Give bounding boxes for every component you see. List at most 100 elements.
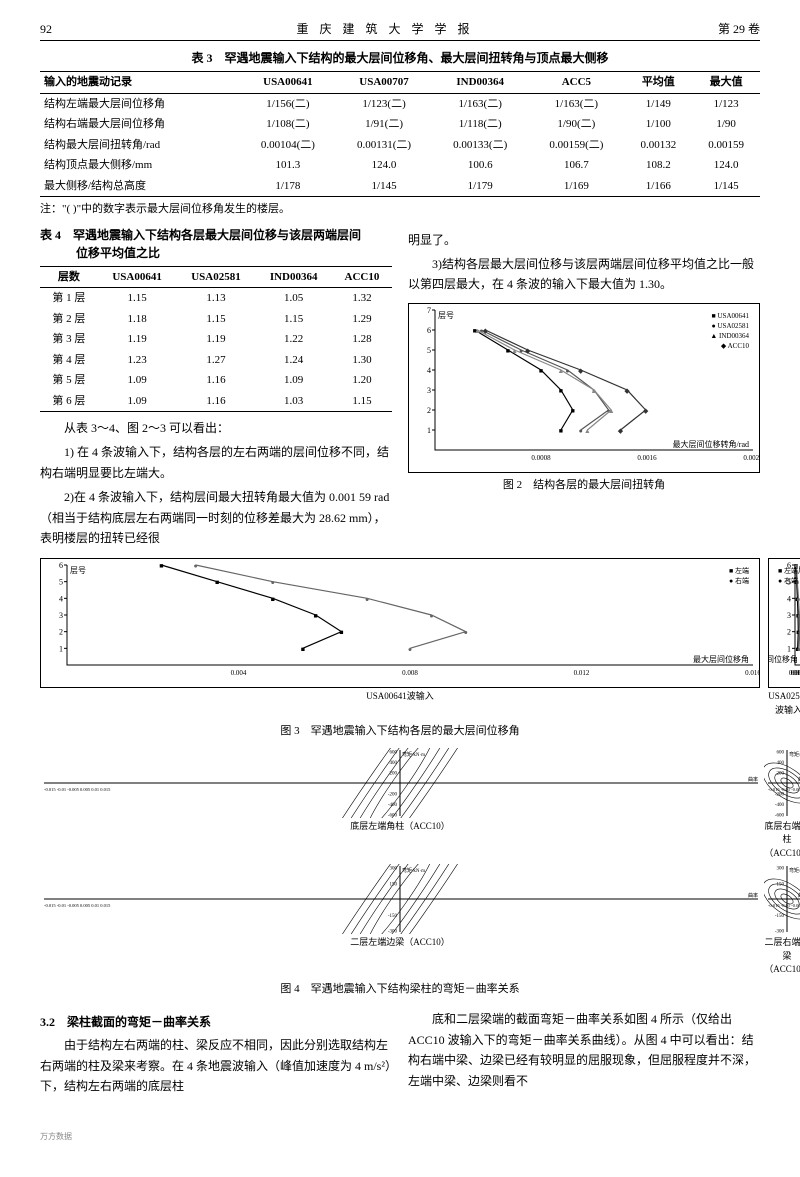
table4-cell: 1.05 (255, 288, 332, 309)
svg-text:4: 4 (427, 366, 431, 375)
svg-text:●: ● (579, 427, 583, 435)
table3-cell: 1/91(二) (336, 114, 432, 135)
table4-cell: 1.19 (177, 329, 256, 350)
svg-text:弯矩/kN·m: 弯矩/kN·m (402, 867, 425, 874)
table3-cell: 1/169 (528, 176, 624, 197)
table4-cell: 1.03 (255, 391, 332, 412)
table4-cell: 1.13 (177, 288, 256, 309)
fig4-row2: 150-150300-300弯矩/kN·m曲率-0.015 -0.01 -0.0… (40, 864, 760, 977)
svg-text:◆: ◆ (624, 387, 630, 395)
svg-text:◆: ◆ (643, 407, 649, 415)
table4-col-header: ACC10 (332, 266, 392, 288)
svg-text:-300: -300 (775, 930, 785, 935)
table4-cell: 1.23 (98, 350, 177, 371)
left-p2: 1) 在 4 条波输入下，结构各层的左右两端的层间位移不同，结构右端明显要比左端… (40, 442, 392, 483)
svg-text:■: ■ (215, 579, 219, 587)
table3-cell: 1/90(二) (528, 114, 624, 135)
svg-text:■: ■ (339, 629, 343, 637)
table4-col-header: IND00364 (255, 266, 332, 288)
table3-cell: 1/100 (624, 114, 692, 135)
table4-cell: 1.29 (332, 309, 392, 330)
table4-cell: 第 4 层 (40, 350, 98, 371)
svg-text:0.0008: 0.0008 (531, 454, 551, 462)
table3-cell: 1/178 (240, 176, 336, 197)
svg-text:0.012: 0.012 (574, 669, 590, 677)
volume-label: 第 29 卷 (718, 20, 760, 38)
fig2-caption: 图 2 结构各层的最大层间扭转角 (408, 477, 760, 494)
svg-text:0.016: 0.016 (794, 669, 800, 677)
table3-cell: 结构最大层间扭转角/rad (40, 135, 240, 156)
svg-text:●: ● (429, 612, 433, 620)
table3-col-header: USA00707 (336, 72, 432, 94)
table3-col-header: IND00364 (432, 72, 528, 94)
right-p2: 3)结构各层最大层间位移与该层两端层间位移平均值之比一般以第四层最大，在 4 条… (408, 254, 760, 295)
table4-title-line2: 位移平均值之比 (40, 244, 392, 262)
svg-text:■: ■ (314, 612, 318, 620)
svg-text:3: 3 (59, 611, 63, 620)
svg-text:■ USA00641: ■ USA00641 (712, 312, 750, 320)
svg-text:-600: -600 (775, 813, 785, 818)
table4-cell: 1.28 (332, 329, 392, 350)
table3-cell: 1/179 (432, 176, 528, 197)
table3-cell: 0.00133(二) (432, 135, 528, 156)
table3-cell: 结构右端最大层间位移角 (40, 114, 240, 135)
table4-cell: 1.09 (98, 391, 177, 412)
table4-cell: 1.15 (177, 309, 256, 330)
fig4-panel: 150-150300-300弯矩/kN·m曲率-0.015 -0.01 -0.0… (764, 864, 800, 977)
table4-cell: 1.27 (177, 350, 256, 371)
table3-cell: 1/123 (692, 93, 760, 114)
svg-text:▲: ▲ (591, 387, 598, 395)
svg-text:●: ● (194, 562, 198, 570)
table3-col-header: USA00641 (240, 72, 336, 94)
svg-text:最大层间位移角: 最大层间位移角 (769, 654, 798, 664)
fig2-chart: 12345670.00080.00160.0024■■■■■■●●●●●●▲▲▲… (408, 303, 760, 473)
table4-col-header: USA00641 (98, 266, 177, 288)
svg-text:■: ■ (571, 407, 575, 415)
svg-text:2: 2 (427, 406, 431, 415)
table4-cell: 1.15 (98, 288, 177, 309)
svg-text:0.0016: 0.0016 (637, 454, 657, 462)
table4-cell: 1.30 (332, 350, 392, 371)
svg-text:▲: ▲ (557, 367, 564, 375)
table3-cell: 1/90 (692, 114, 760, 135)
table3-cell: 108.2 (624, 155, 692, 176)
table4-col-header: USA02581 (177, 266, 256, 288)
table3-cell: 0.00159(二) (528, 135, 624, 156)
svg-text:●: ● (464, 629, 468, 637)
svg-text:0.0024: 0.0024 (743, 454, 759, 462)
table3-cell: 0.00131(二) (336, 135, 432, 156)
svg-text:1: 1 (427, 426, 431, 435)
svg-text:■: ■ (559, 427, 563, 435)
table4-cell: 1.24 (255, 350, 332, 371)
svg-text:6: 6 (427, 326, 431, 335)
section32-heading: 3.2 梁柱截面的弯矩－曲率关系 (40, 1013, 392, 1031)
svg-text:2: 2 (787, 628, 791, 637)
svg-text:● USA02581: ● USA02581 (712, 322, 750, 330)
svg-text:◆: ◆ (618, 427, 624, 435)
table3-cell: 1/123(二) (336, 93, 432, 114)
left-p1: 从表 3～4、图 2～3 可以看出： (40, 418, 392, 438)
table4-title-line1: 表 4 罕遇地震输入下结构各层最大层间位移与该层两端层间 (40, 226, 392, 244)
table4-cell: 1.15 (332, 391, 392, 412)
svg-text:●: ● (796, 596, 800, 604)
svg-text:曲率: 曲率 (748, 776, 758, 783)
fig4-panel: 150-150300-300弯矩/kN·m曲率-0.015 -0.01 -0.0… (40, 864, 760, 977)
fig4-panel-caption: 底层右端角柱（ACC10） (764, 820, 800, 861)
footer-watermark: 万方数据 (40, 1131, 760, 1143)
svg-text:■: ■ (271, 596, 275, 604)
table3-cell: 结构左端最大层间位移角 (40, 93, 240, 114)
svg-text:层号: 层号 (438, 311, 454, 320)
svg-text:◆: ◆ (525, 347, 531, 355)
svg-text:▲: ▲ (474, 327, 481, 335)
svg-text:0.008: 0.008 (402, 669, 418, 677)
svg-text:▲: ▲ (608, 407, 615, 415)
table4-cell: 1.18 (98, 309, 177, 330)
table4-cell: 1.20 (332, 370, 392, 391)
table3-cell: 1/149 (624, 93, 692, 114)
fig3-panels: 1234560.0040.0080.0120.016■■■■■■●●●●●●■ … (40, 558, 760, 717)
svg-text:0.016: 0.016 (745, 669, 759, 677)
table3-col-header: 平均值 (624, 72, 692, 94)
table3-cell: 1/166 (624, 176, 692, 197)
right-column: 明显了。 3)结构各层最大层间位移与该层两端层间位移平均值之比一般以第四层最大，… (408, 226, 760, 553)
svg-text:● 右端: ● 右端 (778, 576, 798, 585)
